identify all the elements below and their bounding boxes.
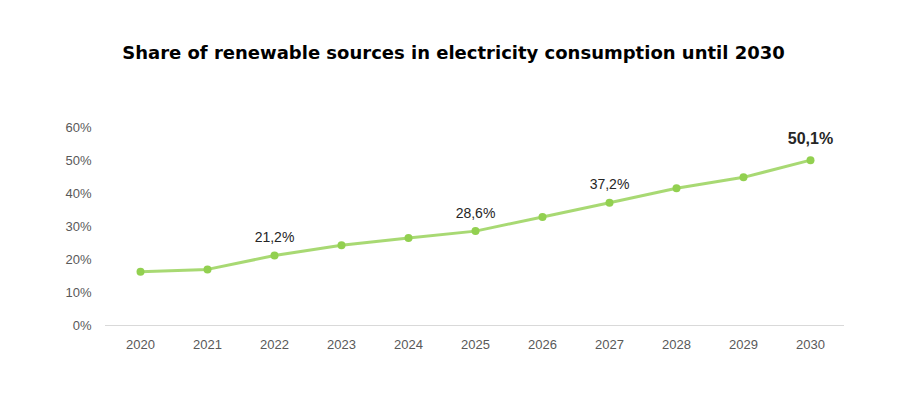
svg-text:0%: 0% [73,318,92,333]
svg-text:30%: 30% [65,219,91,234]
svg-text:21,2%: 21,2% [255,229,295,245]
svg-text:20%: 20% [65,252,91,267]
svg-text:2020: 2020 [126,337,155,352]
svg-text:2023: 2023 [327,337,356,352]
svg-text:2029: 2029 [729,337,758,352]
html-text:Share of renewable sources in: Share of renewable sources in electricit… [122,42,785,63]
svg-text:2021: 2021 [193,337,222,352]
svg-text:2024: 2024 [394,337,423,352]
svg-text:2022: 2022 [260,337,289,352]
svg-text:50%: 50% [65,153,91,168]
svg-text:50,1%: 50,1% [788,130,833,147]
svg-text:60%: 60% [65,120,91,135]
svg-text:2027: 2027 [595,337,624,352]
svg-text:2025: 2025 [461,337,490,352]
svg-text:2028: 2028 [662,337,691,352]
svg-text:2026: 2026 [528,337,557,352]
svg-text:40%: 40% [65,186,91,201]
svg-text:10%: 10% [65,285,91,300]
svg-text:2030: 2030 [796,337,825,352]
svg-text:37,2%: 37,2% [590,176,630,192]
svg-text:28,6%: 28,6% [456,205,496,221]
